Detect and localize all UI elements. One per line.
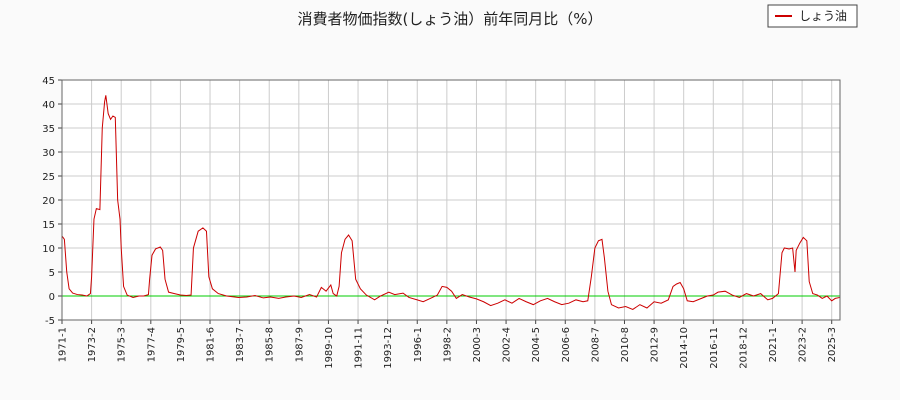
y-tick-label: 25 xyxy=(42,172,55,183)
x-tick-label: 2025-3 xyxy=(827,327,838,362)
x-tick-label: 2006-6 xyxy=(561,327,572,362)
x-tick-label: 1987-9 xyxy=(294,327,305,362)
x-tick-label: 1971-1 xyxy=(58,327,69,362)
x-tick-label: 2021-1 xyxy=(768,327,779,362)
y-tick-label: 15 xyxy=(42,220,55,231)
y-axis-ticks: -5 0 5 10 15 20 25 30 35 40 45 xyxy=(42,76,62,327)
x-tick-label: 1996-1 xyxy=(413,327,424,362)
series-line xyxy=(61,95,841,311)
x-tick-label: 2023-2 xyxy=(798,327,809,362)
x-tick-label: 2010-8 xyxy=(620,327,631,362)
x-tick-label: 2018-12 xyxy=(738,327,749,369)
y-tick-label: 30 xyxy=(42,148,55,159)
x-tick-label: 2002-4 xyxy=(502,327,513,362)
y-tick-label: 0 xyxy=(49,292,55,303)
x-tick-label: 1981-6 xyxy=(206,327,217,362)
y-tick-label: 20 xyxy=(42,196,55,207)
plot-frame xyxy=(61,79,841,321)
x-tick-label: 1991-11 xyxy=(354,327,365,369)
x-tick-label: 2008-7 xyxy=(590,327,601,362)
x-tick-label: 1985-8 xyxy=(265,327,276,362)
legend: しょう油 xyxy=(767,4,858,28)
x-axis-ticks: 1971-1 1973-2 1975-3 1977-4 1979-5 1981-6 1983… xyxy=(58,320,838,369)
y-tick-label: -5 xyxy=(45,316,55,327)
x-tick-label: 1975-3 xyxy=(117,327,128,362)
x-tick-label: 1973-2 xyxy=(87,327,98,362)
y-tick-label: 35 xyxy=(42,124,55,135)
chart-title: 消費者物価指数(しょう油）前年同月比（%） xyxy=(297,10,602,28)
y-tick-label: 10 xyxy=(42,244,55,255)
legend-series-label: しょう油 xyxy=(799,9,847,23)
x-tick-label: 1989-10 xyxy=(324,327,335,369)
x-tick-label: 1998-2 xyxy=(442,327,453,362)
x-tick-label: 1979-5 xyxy=(176,327,187,362)
x-tick-label: 2004-5 xyxy=(531,327,542,362)
legend-box xyxy=(767,4,858,28)
x-tick-label: 2000-3 xyxy=(472,327,483,362)
x-tick-label: 1983-7 xyxy=(235,327,246,362)
x-tick-label: 1977-4 xyxy=(146,327,157,362)
y-tick-label: 40 xyxy=(42,100,55,111)
x-tick-label: 1993-12 xyxy=(383,327,394,369)
y-tick-label: 5 xyxy=(49,268,55,279)
x-tick-label: 2014-10 xyxy=(679,327,690,369)
x-tick-label: 2016-11 xyxy=(709,327,720,369)
y-tick-label: 45 xyxy=(42,76,55,87)
x-tick-label: 2012-9 xyxy=(650,327,661,362)
